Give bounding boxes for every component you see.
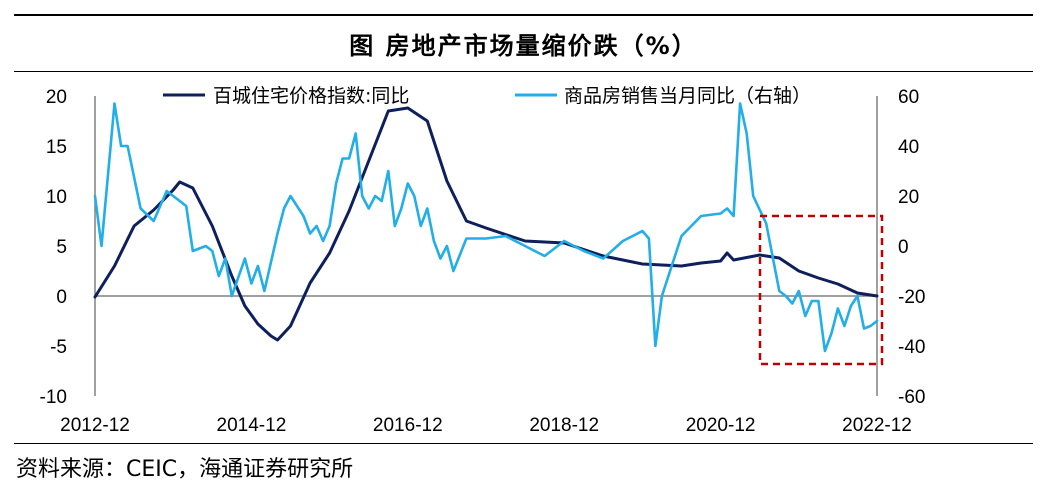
right-tick-label: 0 bbox=[898, 237, 909, 258]
x-tick-label: 2016-12 bbox=[373, 415, 443, 436]
x-tick-label: 2020-12 bbox=[686, 415, 756, 436]
series-layer bbox=[93, 102, 879, 353]
legend-label: 百城住宅价格指数:同比 bbox=[213, 85, 409, 107]
left-tick-label: -5 bbox=[50, 337, 67, 358]
source-rule bbox=[14, 443, 1033, 444]
left-axis-ticks: -10 -5 0 5 10 15 20 bbox=[40, 87, 67, 408]
highlight-box bbox=[758, 214, 884, 366]
series-line-sales bbox=[93, 102, 879, 353]
x-tick-label: 2022-12 bbox=[842, 415, 912, 436]
x-tick-label: 2014-12 bbox=[217, 415, 287, 436]
right-tick-label: 60 bbox=[898, 87, 919, 108]
x-axis-ticks: 2012-12 2014-12 2016-12 2018-12 2020-12 2022-… bbox=[60, 415, 912, 436]
chart-title: 图 房地产市场量缩价跌（%） bbox=[349, 32, 698, 60]
left-tick-label: 10 bbox=[46, 187, 67, 208]
right-tick-label: -60 bbox=[898, 387, 925, 408]
legend-label: 商品房销售当月同比（右轴） bbox=[564, 85, 811, 107]
right-tick-label: -20 bbox=[898, 287, 925, 308]
left-tick-label: -10 bbox=[40, 387, 67, 408]
left-tick-label: 0 bbox=[56, 287, 67, 308]
title-bar: 图 房地产市场量缩价跌（%） bbox=[0, 14, 1047, 72]
source-bar: 资料来源：CEIC，海通证券研究所 bbox=[14, 443, 1033, 488]
series-line-price-index bbox=[93, 106, 879, 342]
left-tick-label: 20 bbox=[46, 87, 67, 108]
source-note: 资料来源：CEIC，海通证券研究所 bbox=[16, 457, 354, 482]
legend: 百城住宅价格指数:同比 商品房销售当月同比（右轴） bbox=[163, 85, 811, 107]
left-tick-label: 5 bbox=[56, 237, 67, 258]
x-tick-label: 2018-12 bbox=[529, 415, 599, 436]
axes bbox=[94, 96, 878, 396]
right-tick-label: 20 bbox=[898, 187, 919, 208]
x-tick-label: 2012-12 bbox=[60, 415, 130, 436]
left-tick-label: 15 bbox=[46, 137, 67, 158]
right-tick-label: 40 bbox=[898, 137, 919, 158]
title-bottom-rule bbox=[14, 71, 1033, 72]
right-tick-label: -40 bbox=[898, 337, 925, 358]
right-axis-ticks: -60 -40 -20 0 20 40 60 bbox=[898, 87, 925, 408]
title-top-rule bbox=[14, 14, 1033, 16]
